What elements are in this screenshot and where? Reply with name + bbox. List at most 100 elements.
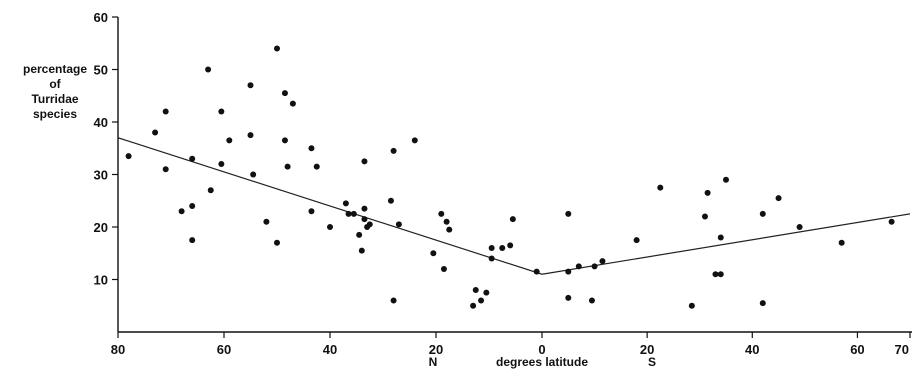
data-point-north bbox=[390, 147, 397, 154]
data-point-north bbox=[289, 100, 296, 107]
data-point-south bbox=[565, 294, 572, 301]
x-tick-label: 80 bbox=[111, 342, 125, 357]
data-point-north bbox=[533, 268, 540, 275]
data-point-north bbox=[162, 166, 169, 173]
data-point-south bbox=[565, 268, 572, 275]
data-point-south bbox=[688, 302, 695, 309]
data-point-north bbox=[205, 66, 212, 73]
trend-lines bbox=[117, 137, 911, 275]
data-point-north bbox=[189, 237, 196, 244]
data-point-south bbox=[796, 224, 803, 230]
x-tick-label: 40 bbox=[323, 342, 337, 357]
data-point-north bbox=[308, 145, 315, 152]
data-point-north bbox=[478, 297, 485, 304]
y-axis-label: percentage of Turridae species bbox=[0, 62, 110, 122]
data-point-north bbox=[356, 231, 363, 238]
data-point-north bbox=[470, 302, 477, 309]
x-tick-label: 60 bbox=[850, 342, 864, 357]
data-point-north bbox=[189, 203, 196, 209]
data-point-north bbox=[274, 239, 280, 246]
x-tick-label: 40 bbox=[745, 342, 759, 357]
data-point-north bbox=[483, 289, 490, 296]
data-point-north bbox=[440, 266, 447, 272]
x-tick-label: 60 bbox=[217, 342, 231, 357]
data-point-south bbox=[588, 297, 595, 304]
data-point-south bbox=[704, 189, 711, 196]
y-tick-label: 20 bbox=[94, 220, 108, 235]
data-point-north bbox=[472, 287, 479, 293]
axis-labels: N degrees latitude S bbox=[429, 355, 656, 369]
data-point-north bbox=[395, 221, 402, 228]
data-point-north bbox=[438, 210, 445, 217]
data-point-north bbox=[499, 245, 506, 251]
data-point-north bbox=[446, 226, 453, 233]
trend-line-north bbox=[117, 137, 543, 275]
data-point-north bbox=[488, 245, 495, 251]
data-point-north bbox=[443, 218, 450, 225]
data-point-north bbox=[507, 242, 514, 249]
axes: 10 20 30 40 50 60 80 60 40 20 0 20 40 60 70 bbox=[94, 10, 912, 357]
data-point-north bbox=[152, 129, 159, 136]
data-point-north bbox=[226, 137, 233, 144]
data-point-south bbox=[701, 213, 708, 220]
data-point-south bbox=[633, 237, 640, 244]
x-tick-label: 20 bbox=[429, 342, 443, 357]
data-point-north bbox=[247, 132, 254, 139]
data-point-north bbox=[125, 153, 132, 160]
data-point-north bbox=[247, 82, 254, 89]
data-point-north bbox=[509, 216, 516, 223]
data-point-north bbox=[284, 163, 291, 170]
data-point-north bbox=[250, 171, 257, 178]
y-axis-label-line: species bbox=[32, 107, 78, 121]
data-point-north bbox=[390, 297, 397, 304]
data-point-south bbox=[565, 210, 572, 217]
data-point-north bbox=[281, 90, 288, 97]
x-axis-label: degrees latitude bbox=[496, 355, 588, 369]
x-hemisphere-label-north: N bbox=[429, 355, 438, 369]
data-point-south bbox=[712, 271, 719, 278]
data-point-south bbox=[838, 239, 845, 246]
y-tick-label: 60 bbox=[94, 10, 108, 25]
data-point-south bbox=[723, 176, 729, 183]
x-tick-label: 0 bbox=[538, 342, 545, 357]
data-point-south bbox=[599, 258, 606, 265]
data-points bbox=[125, 45, 895, 309]
data-point-north bbox=[358, 247, 365, 254]
y-tick-label: 30 bbox=[94, 168, 108, 183]
x-tick-label: 20 bbox=[640, 342, 654, 357]
x-tick-label: 70 bbox=[895, 342, 909, 357]
data-point-south bbox=[575, 263, 582, 270]
data-point-south bbox=[775, 195, 782, 202]
data-point-north bbox=[189, 155, 196, 162]
data-point-north bbox=[488, 255, 495, 262]
data-point-south bbox=[888, 218, 895, 225]
data-point-north bbox=[387, 197, 394, 204]
data-point-north bbox=[218, 161, 225, 167]
data-point-north bbox=[274, 45, 280, 52]
data-point-south bbox=[759, 210, 766, 217]
data-point-north bbox=[430, 250, 437, 257]
y-axis-label-line: Turridae bbox=[31, 92, 79, 106]
data-point-north bbox=[361, 216, 368, 223]
data-point-north bbox=[218, 108, 225, 115]
data-point-south bbox=[717, 234, 724, 241]
data-point-north bbox=[361, 205, 368, 212]
data-point-north bbox=[281, 137, 288, 144]
data-point-north bbox=[345, 210, 352, 217]
data-point-north bbox=[342, 200, 349, 207]
data-point-south bbox=[591, 263, 598, 270]
data-point-south bbox=[759, 300, 766, 307]
data-point-north bbox=[350, 210, 357, 217]
y-tick-label: 50 bbox=[94, 63, 108, 78]
y-tick-label: 40 bbox=[94, 115, 108, 130]
trend-line-south bbox=[541, 213, 911, 275]
data-point-north bbox=[207, 187, 214, 194]
data-point-north bbox=[366, 221, 373, 228]
data-point-north bbox=[263, 218, 270, 225]
y-tick-label: 10 bbox=[94, 273, 108, 288]
y-axis-label-line: percentage bbox=[22, 62, 88, 76]
data-point-south bbox=[717, 271, 724, 278]
x-hemisphere-label-south: S bbox=[648, 355, 656, 369]
data-point-north bbox=[313, 163, 320, 170]
